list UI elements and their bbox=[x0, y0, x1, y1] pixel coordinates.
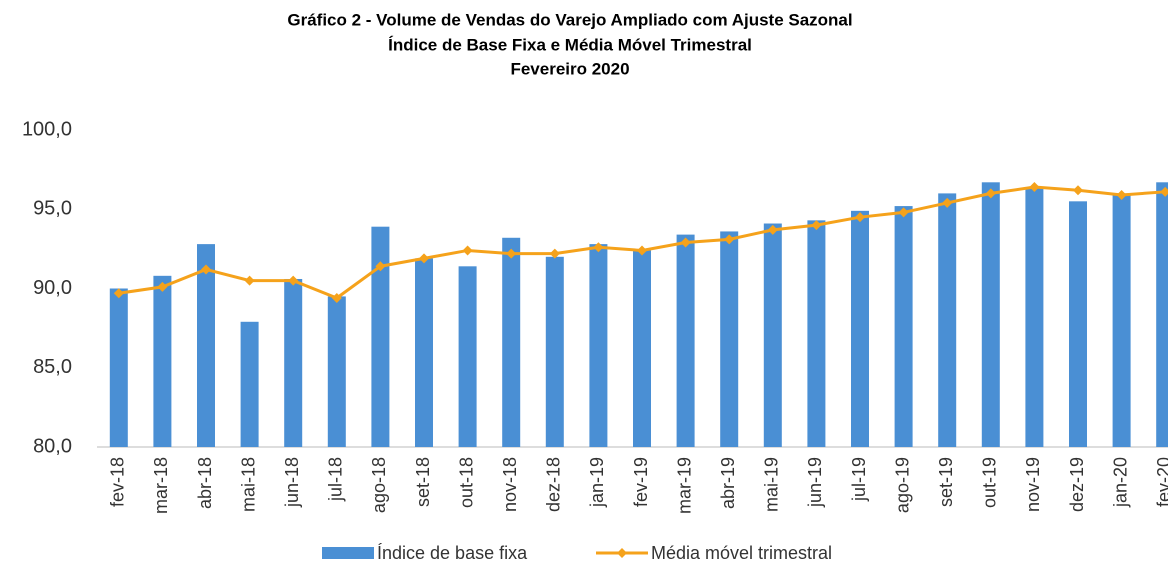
x-tick-label: jul-18 bbox=[326, 457, 346, 502]
x-tick-label: dez-19 bbox=[1067, 457, 1087, 512]
marker bbox=[331, 293, 342, 304]
bar bbox=[1025, 187, 1044, 447]
x-tick-label: abr-19 bbox=[718, 457, 738, 509]
bar bbox=[197, 244, 215, 447]
bar bbox=[371, 226, 390, 447]
marker bbox=[201, 264, 211, 275]
bar bbox=[502, 237, 521, 447]
bar bbox=[415, 258, 433, 447]
bar bbox=[633, 250, 651, 447]
bar bbox=[589, 244, 608, 447]
marker bbox=[1160, 186, 1168, 197]
x-tick-label: fev-18 bbox=[108, 457, 128, 507]
bar bbox=[240, 321, 259, 447]
bar bbox=[327, 296, 346, 447]
marker bbox=[462, 245, 473, 256]
x-tick-label: fev-19 bbox=[631, 457, 651, 507]
legend-label: Média móvel trimestral bbox=[651, 543, 832, 563]
marker bbox=[288, 275, 299, 286]
bar bbox=[1069, 201, 1087, 447]
x-tick-label: ago-18 bbox=[369, 457, 389, 513]
bar bbox=[284, 278, 303, 447]
bar bbox=[851, 210, 869, 447]
x-tick-label: jun-18 bbox=[282, 457, 302, 508]
bar bbox=[109, 288, 128, 447]
marker bbox=[942, 197, 953, 208]
bar bbox=[1112, 193, 1131, 447]
x-tick-label: out-19 bbox=[980, 457, 1000, 508]
x-tick-label: abr-18 bbox=[195, 457, 215, 509]
x-tick-label: jul-19 bbox=[849, 457, 869, 502]
marker bbox=[506, 248, 517, 259]
x-tick-label: jun-19 bbox=[805, 457, 825, 508]
x-tick-label: fev-20 bbox=[1154, 457, 1168, 507]
x-tick-label: nov-18 bbox=[500, 457, 520, 512]
marker bbox=[680, 237, 691, 248]
bar bbox=[1156, 182, 1168, 447]
marker bbox=[637, 245, 647, 256]
bar bbox=[938, 193, 957, 447]
bar bbox=[763, 223, 782, 447]
marker bbox=[157, 281, 168, 292]
marker bbox=[767, 224, 778, 235]
x-tick-label: dez-18 bbox=[544, 457, 564, 512]
y-tick-label: 100,0 bbox=[22, 118, 72, 140]
x-tick-label: mar-19 bbox=[674, 457, 694, 514]
bar bbox=[720, 231, 739, 447]
marker bbox=[1029, 182, 1040, 193]
marker bbox=[1116, 189, 1127, 200]
marker bbox=[419, 253, 429, 264]
chart-title: Índice de Base Fixa e Média Móvel Trimes… bbox=[388, 35, 752, 54]
bar bbox=[153, 275, 172, 447]
x-tick-label: set-18 bbox=[413, 457, 433, 507]
marker bbox=[811, 220, 822, 231]
x-tick-label: mai-19 bbox=[762, 457, 782, 512]
x-tick-label: out-18 bbox=[456, 457, 476, 508]
bar bbox=[676, 234, 695, 447]
marker bbox=[898, 207, 909, 218]
marker bbox=[244, 275, 255, 286]
bar bbox=[894, 206, 913, 447]
marker bbox=[855, 212, 865, 223]
y-tick-label: 80,0 bbox=[33, 435, 72, 457]
legend-swatch bbox=[322, 547, 374, 559]
y-tick-label: 90,0 bbox=[33, 277, 72, 299]
x-tick-label: ago-19 bbox=[892, 457, 912, 513]
bar bbox=[545, 256, 564, 447]
x-tick-label: mai-18 bbox=[238, 457, 258, 512]
marker bbox=[593, 242, 604, 253]
marker bbox=[724, 234, 735, 245]
marker bbox=[375, 261, 386, 272]
chart-title: Fevereiro 2020 bbox=[510, 59, 629, 78]
x-tick-label: nov-19 bbox=[1023, 457, 1043, 512]
marker bbox=[549, 248, 560, 259]
x-tick-label: set-19 bbox=[936, 457, 956, 507]
y-tick-label: 95,0 bbox=[33, 198, 72, 220]
bar bbox=[981, 182, 1000, 447]
chart-title: Gráfico 2 - Volume de Vendas do Varejo A… bbox=[287, 10, 852, 29]
x-tick-label: jan-19 bbox=[587, 457, 607, 508]
bar bbox=[458, 266, 477, 447]
bar bbox=[807, 220, 826, 447]
marker bbox=[1073, 185, 1083, 196]
legend-label: Índice de base fixa bbox=[377, 543, 528, 563]
marker bbox=[113, 288, 124, 299]
legend-swatch bbox=[617, 548, 627, 558]
x-tick-label: mar-18 bbox=[151, 457, 171, 514]
y-tick-label: 85,0 bbox=[33, 356, 72, 378]
x-tick-label: jan-20 bbox=[1110, 457, 1130, 508]
marker bbox=[985, 188, 996, 199]
